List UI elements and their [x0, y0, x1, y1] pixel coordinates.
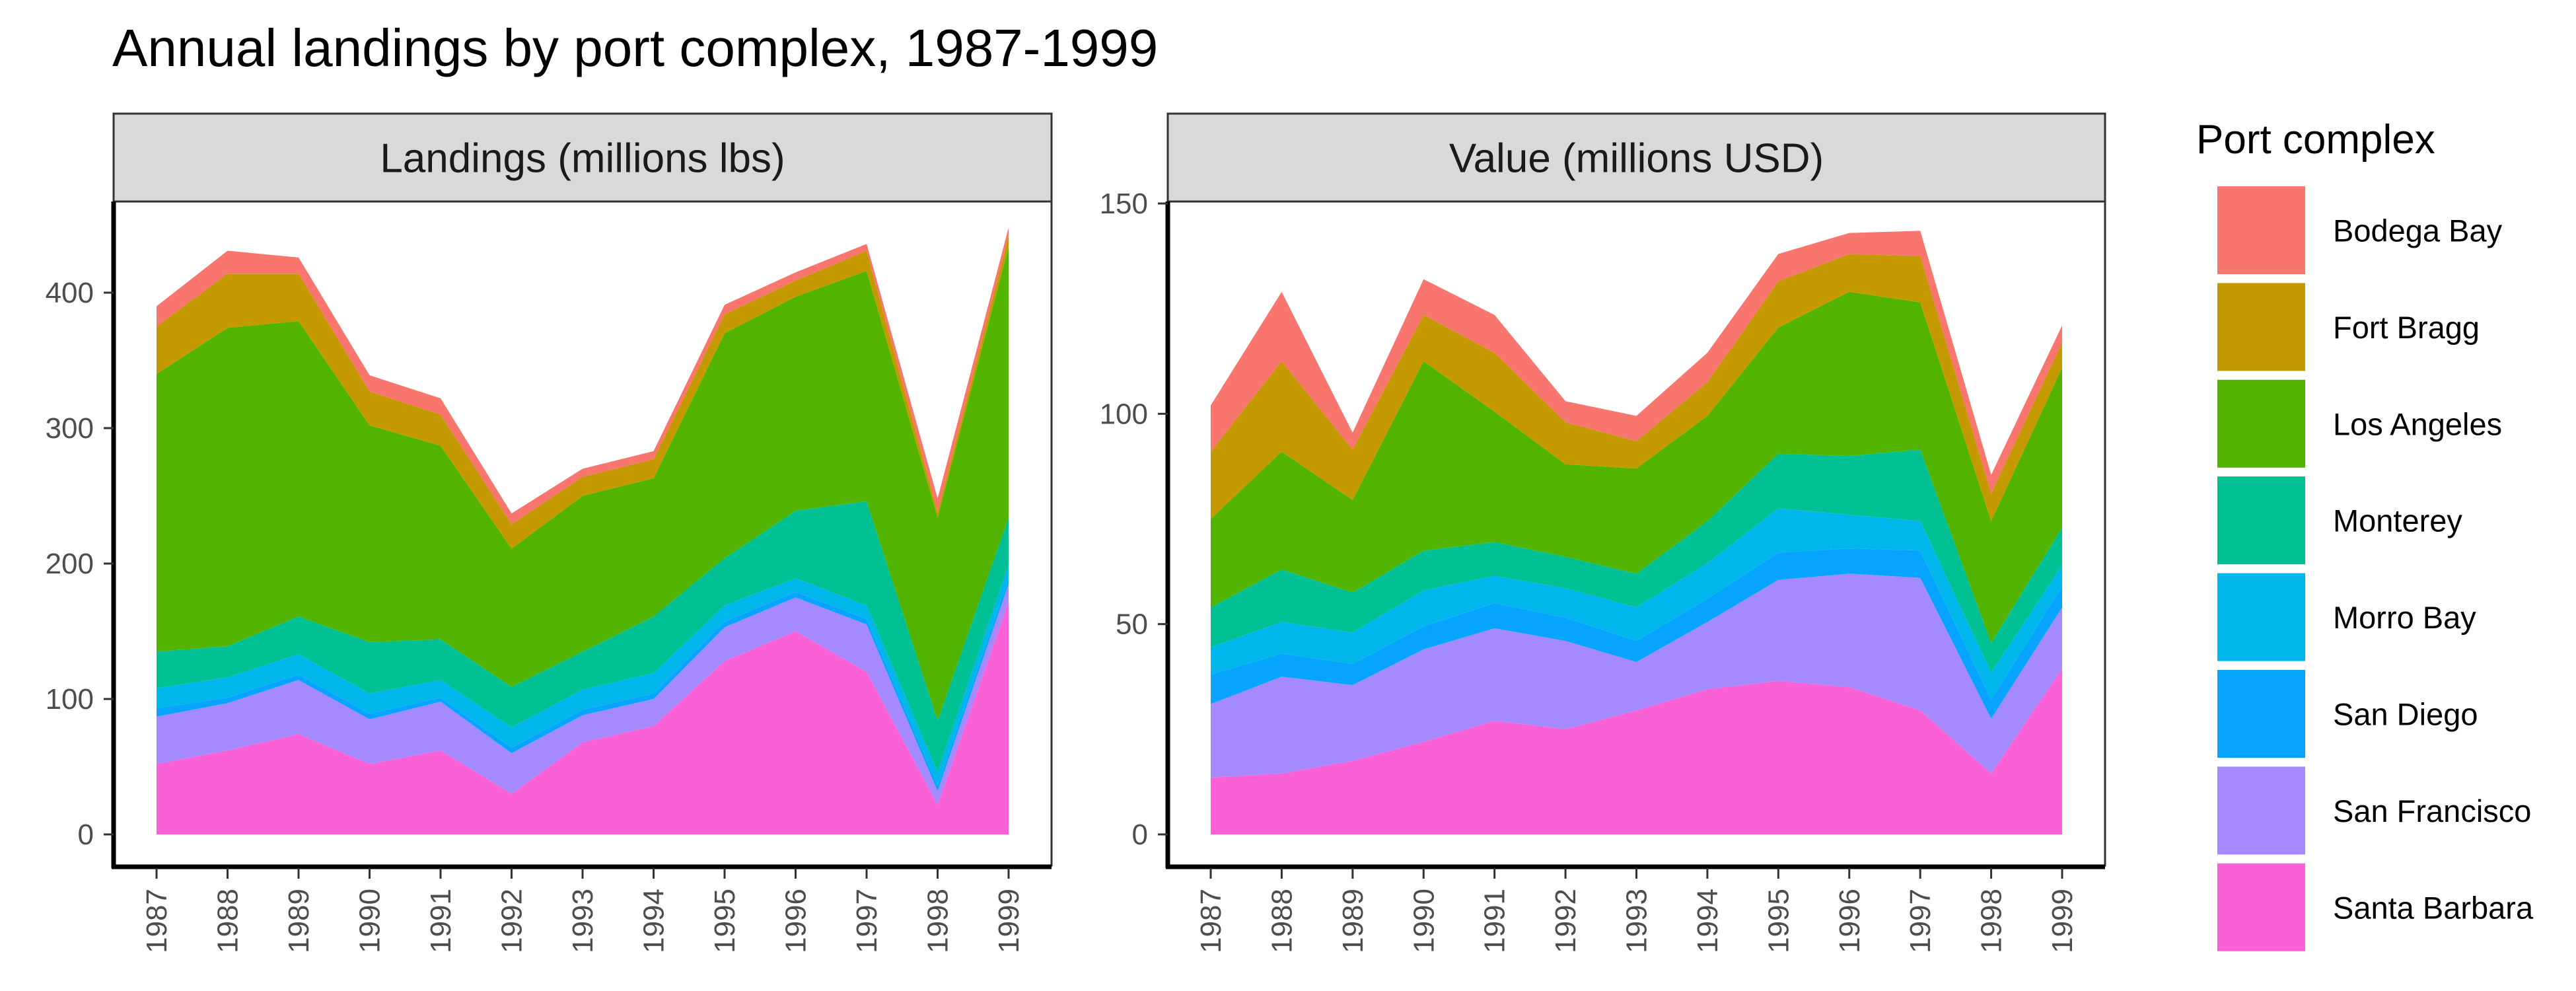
x-tick-label: 1987	[141, 889, 173, 953]
y-tick-label: 100	[46, 683, 94, 716]
area-santa-barbara	[157, 601, 1009, 834]
area-san-francisco	[157, 583, 1009, 805]
chart-title: Annual landings by port complex, 1987-19…	[112, 18, 1158, 77]
x-axis-ticks: 1987 1988 1989 1990 1991 1992 1993 1994 1995 1996…	[141, 868, 1025, 953]
legend-key	[2217, 186, 2305, 274]
y-tick-label: 200	[46, 548, 94, 580]
legend-key	[2217, 766, 2305, 855]
legend-item-san-francisco: San Francisco	[2217, 766, 2531, 855]
x-axis-ticks: 1987 1988 1989 1990 1991 1992 1993 1994 1995 1996…	[1195, 868, 2079, 953]
legend-label: Los Angeles	[2333, 406, 2502, 441]
legend-key	[2217, 863, 2305, 951]
legend-item-los-angeles: Los Angeles	[2217, 379, 2502, 468]
area-fort-bragg	[1211, 254, 2062, 521]
y-tick-label: 150	[1100, 188, 1148, 220]
x-tick-label: 1988	[1266, 889, 1298, 953]
legend-item-santa-barbara: Santa Barbara	[2217, 863, 2534, 951]
x-tick-label: 1992	[1550, 889, 1582, 953]
area-monterey	[157, 501, 1009, 772]
legend-label: San Diego	[2333, 697, 2478, 732]
legend-title: Port complex	[2196, 117, 2435, 163]
legend-item-monterey: Monterey	[2217, 476, 2462, 565]
x-tick-label: 1987	[1195, 889, 1227, 953]
y-tick-label: 100	[1100, 398, 1148, 430]
x-tick-label: 1988	[212, 889, 244, 953]
y-tick-label: 300	[46, 412, 94, 445]
x-tick-label: 1991	[1479, 889, 1511, 953]
area-bodega-bay	[1211, 231, 2062, 494]
legend-key	[2217, 670, 2305, 758]
x-tick-label: 1997	[851, 889, 883, 953]
x-tick-label: 1993	[1621, 889, 1653, 953]
area-fort-bragg	[157, 235, 1009, 549]
x-tick-label: 1998	[922, 889, 954, 953]
x-tick-label: 1990	[1408, 889, 1440, 953]
y-axis-ticks: 0 100 200 300 400	[46, 277, 114, 851]
area-san-francisco	[1211, 573, 2062, 778]
legend-label: Santa Barbara	[2333, 890, 2534, 925]
legend-label: Bodega Bay	[2333, 213, 2503, 248]
y-axis-ticks: 0 50 100 150	[1100, 188, 1168, 851]
legend-item-bodega-bay: Bodega Bay	[2217, 186, 2503, 274]
area-santa-barbara	[1211, 668, 2062, 834]
x-tick-label: 1995	[1762, 889, 1795, 953]
legend-label: Morro Bay	[2333, 600, 2476, 635]
facet-panels: Landings (millions lbs) 0 100 200 300 400 1987…	[46, 112, 2106, 953]
x-tick-label: 1998	[1976, 889, 2008, 953]
y-tick-label: 400	[46, 277, 94, 309]
x-tick-label: 1989	[283, 889, 315, 953]
x-tick-label: 1993	[567, 889, 599, 953]
x-tick-label: 1999	[993, 889, 1025, 953]
area-monterey	[1211, 449, 2062, 673]
panel-landings-millions-lbs: Landings (millions lbs) 0 100 200 300 400 1987…	[46, 112, 1053, 953]
area-morro-bay	[157, 565, 1009, 786]
area-los-angeles	[1211, 291, 2062, 643]
legend-label: Fort Bragg	[2333, 310, 2480, 345]
legend-item-fort-bragg: Fort Bragg	[2217, 283, 2480, 371]
x-tick-label: 1999	[2046, 889, 2079, 953]
x-tick-label: 1991	[425, 889, 457, 953]
facet-strip-label: Landings (millions lbs)	[380, 136, 785, 182]
x-tick-label: 1996	[780, 889, 812, 953]
area-bodega-bay	[157, 227, 1009, 525]
x-tick-label: 1990	[354, 889, 386, 953]
legend-key	[2217, 283, 2305, 371]
area-series-group	[1211, 231, 2062, 834]
x-tick-label: 1989	[1337, 889, 1369, 953]
legend-item-san-diego: San Diego	[2217, 670, 2478, 758]
legend-key	[2217, 379, 2305, 468]
legend-label: Monterey	[2333, 503, 2462, 538]
x-tick-label: 1994	[638, 889, 670, 953]
x-tick-label: 1997	[1904, 889, 1937, 953]
legend-key	[2217, 573, 2305, 661]
legend: Port complex Bodega Bay Fort Bragg Los Ang…	[2196, 117, 2534, 951]
area-los-angeles	[157, 246, 1009, 721]
x-tick-label: 1995	[709, 889, 741, 953]
legend-label: San Francisco	[2333, 793, 2531, 828]
facet-strip	[112, 112, 1053, 203]
legend-key	[2217, 476, 2305, 565]
legend-items: Bodega Bay Fort Bragg Los Angeles Monterey M…	[2217, 186, 2534, 951]
y-tick-label: 0	[1132, 819, 1148, 851]
facet-strip-label: Value (millions USD)	[1449, 136, 1824, 182]
legend-item-morro-bay: Morro Bay	[2217, 573, 2476, 661]
y-tick-label: 50	[1116, 608, 1148, 641]
x-tick-label: 1992	[496, 889, 528, 953]
area-series-group	[157, 227, 1009, 834]
x-tick-label: 1996	[1834, 889, 1866, 953]
x-tick-label: 1994	[1692, 889, 1724, 953]
y-tick-label: 0	[78, 819, 94, 851]
facet-strip	[1166, 112, 2106, 203]
